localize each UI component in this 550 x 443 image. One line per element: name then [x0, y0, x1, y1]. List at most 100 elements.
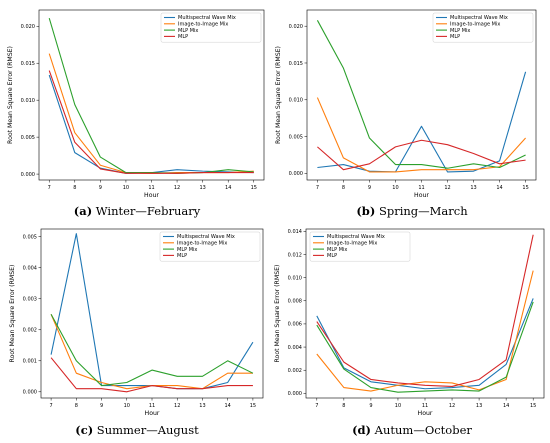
legend-label: MLP Mix — [178, 28, 198, 34]
series-line-4 — [48, 70, 254, 174]
x-tick-label: 10 — [395, 403, 401, 409]
x-tick-label: 11 — [422, 403, 428, 409]
x-tick-label: 7 — [48, 185, 51, 191]
x-tick-label: 11 — [418, 185, 424, 191]
y-tick-label: 0.004 — [288, 345, 302, 351]
caption-letter: (c) — [75, 423, 93, 437]
x-tick-label: 14 — [503, 403, 509, 409]
y-tick-label: 0.008 — [288, 299, 302, 305]
legend-label: Multispectral Wave Mix — [327, 234, 385, 240]
chart-panel-3: 7 8 9 10 11 12 13 14 15 0.000 0.001 0.002 0.003 0.004… — [9, 228, 264, 437]
caption-text: Winter—February — [92, 204, 201, 218]
x-tick-label: 8 — [342, 185, 345, 191]
x-tick-label: 8 — [73, 185, 76, 191]
y-tick-label: 0.000 — [289, 171, 303, 177]
x-tick-label: 15 — [250, 403, 256, 409]
chart-panel-1: 7 8 9 10 11 12 13 14 15 0.000 0.005 0.010 0.015 0.020… — [7, 9, 265, 218]
x-tick-label: 8 — [75, 403, 78, 409]
legend-box — [160, 12, 262, 43]
series-line-3 — [48, 17, 254, 174]
y-tick-label: 0.020 — [289, 24, 303, 30]
series-line-3 — [50, 314, 254, 387]
legend-label: Multispectral Wave Mix — [177, 234, 235, 240]
x-tick-label: 12 — [174, 403, 180, 409]
x-tick-label: 9 — [369, 403, 372, 409]
legend-label: Image-to-Image Mix — [450, 22, 500, 28]
x-tick-label: 15 — [522, 185, 528, 191]
y-tick-label: 0.006 — [288, 322, 302, 328]
x-tick-label: 9 — [368, 185, 371, 191]
legend-label: MLP Mix — [450, 28, 470, 34]
series-line-1 — [316, 298, 534, 390]
x-tick-label: 10 — [124, 403, 130, 409]
x-axis-label: Hour — [414, 192, 429, 199]
x-tick-label: 14 — [224, 403, 230, 409]
y-tick-label: 0.015 — [289, 61, 303, 67]
x-tick-label: 10 — [123, 185, 129, 191]
x-axis-label: Hour — [144, 192, 159, 199]
x-tick-label: 13 — [476, 403, 482, 409]
y-axis-label: Root Mean Square Error (RMSE) — [274, 265, 281, 363]
panel-caption: (a) Winter—February — [74, 204, 201, 218]
series-line-4 — [316, 234, 534, 387]
legend-label: Multispectral Wave Mix — [450, 15, 508, 21]
series-line-1 — [317, 71, 527, 173]
y-tick-label: 0.014 — [288, 229, 302, 235]
legend-label: MLP Mix — [327, 247, 347, 253]
y-tick-label: 0.002 — [288, 368, 302, 374]
panel-caption: (c) Summer—August — [75, 423, 199, 437]
caption-text: Summer—August — [93, 423, 199, 437]
x-tick-label: 7 — [316, 185, 319, 191]
series-line-3 — [316, 20, 526, 169]
x-tick-label: 7 — [49, 403, 52, 409]
x-tick-label: 14 — [225, 185, 231, 191]
y-tick-label: 0.005 — [21, 135, 35, 141]
y-tick-label: 0.005 — [23, 235, 37, 241]
y-tick-label: 0.003 — [23, 297, 37, 303]
chart-panel-2: 7 8 9 10 11 12 13 14 15 0.000 0.005 0.010 0.015 0.020… — [275, 9, 537, 218]
x-tick-label: 8 — [342, 403, 345, 409]
y-tick-label: 0.004 — [23, 266, 37, 272]
x-tick-label: 12 — [444, 185, 450, 191]
series-line-1 — [48, 74, 254, 174]
caption-letter: (d) — [352, 423, 371, 437]
y-tick-label: 0.001 — [23, 359, 37, 365]
y-tick-label: 0.012 — [288, 252, 302, 258]
caption-letter: (a) — [74, 204, 92, 218]
series-line-2 — [316, 270, 534, 392]
y-tick-label: 0.005 — [289, 134, 303, 140]
legend-label: MLP — [327, 253, 337, 259]
x-tick-label: 9 — [99, 185, 102, 191]
x-tick-label: 13 — [199, 185, 205, 191]
y-axis-label: Root Mean Square Error (RMSE) — [275, 46, 282, 144]
legend-label: Image-to-Image Mix — [327, 241, 377, 247]
legend-box — [159, 231, 261, 262]
y-axis-label: Root Mean Square Error (RMSE) — [7, 46, 14, 144]
x-axis-label: Hour — [418, 410, 433, 417]
x-tick-label: 11 — [149, 403, 155, 409]
x-tick-label: 13 — [199, 403, 205, 409]
y-axis-label: Root Mean Square Error (RMSE) — [9, 265, 16, 363]
legend-label: Multispectral Wave Mix — [178, 15, 236, 21]
panel-caption: (d) Autum—October — [352, 423, 472, 437]
caption-text: Autum—October — [371, 423, 472, 437]
x-axis-label: Hour — [145, 410, 160, 417]
y-tick-label: 0.010 — [288, 275, 302, 281]
y-tick-label: 0.000 — [23, 390, 37, 396]
legend-box — [432, 12, 534, 43]
y-tick-label: 0.015 — [21, 61, 35, 67]
series-line-4 — [50, 357, 253, 393]
x-tick-label: 11 — [148, 185, 154, 191]
legend-label: MLP — [178, 34, 188, 40]
y-tick-label: 0.000 — [21, 172, 35, 178]
chart-panel-4: 7 8 9 10 11 12 13 14 15 0.000 0.002 0.004 0.006 0.008… — [274, 228, 545, 437]
legend-label: Image-to-Image Mix — [178, 22, 228, 28]
legend-label: MLP — [450, 34, 460, 40]
x-tick-label: 10 — [392, 185, 398, 191]
x-tick-label: 9 — [100, 403, 103, 409]
